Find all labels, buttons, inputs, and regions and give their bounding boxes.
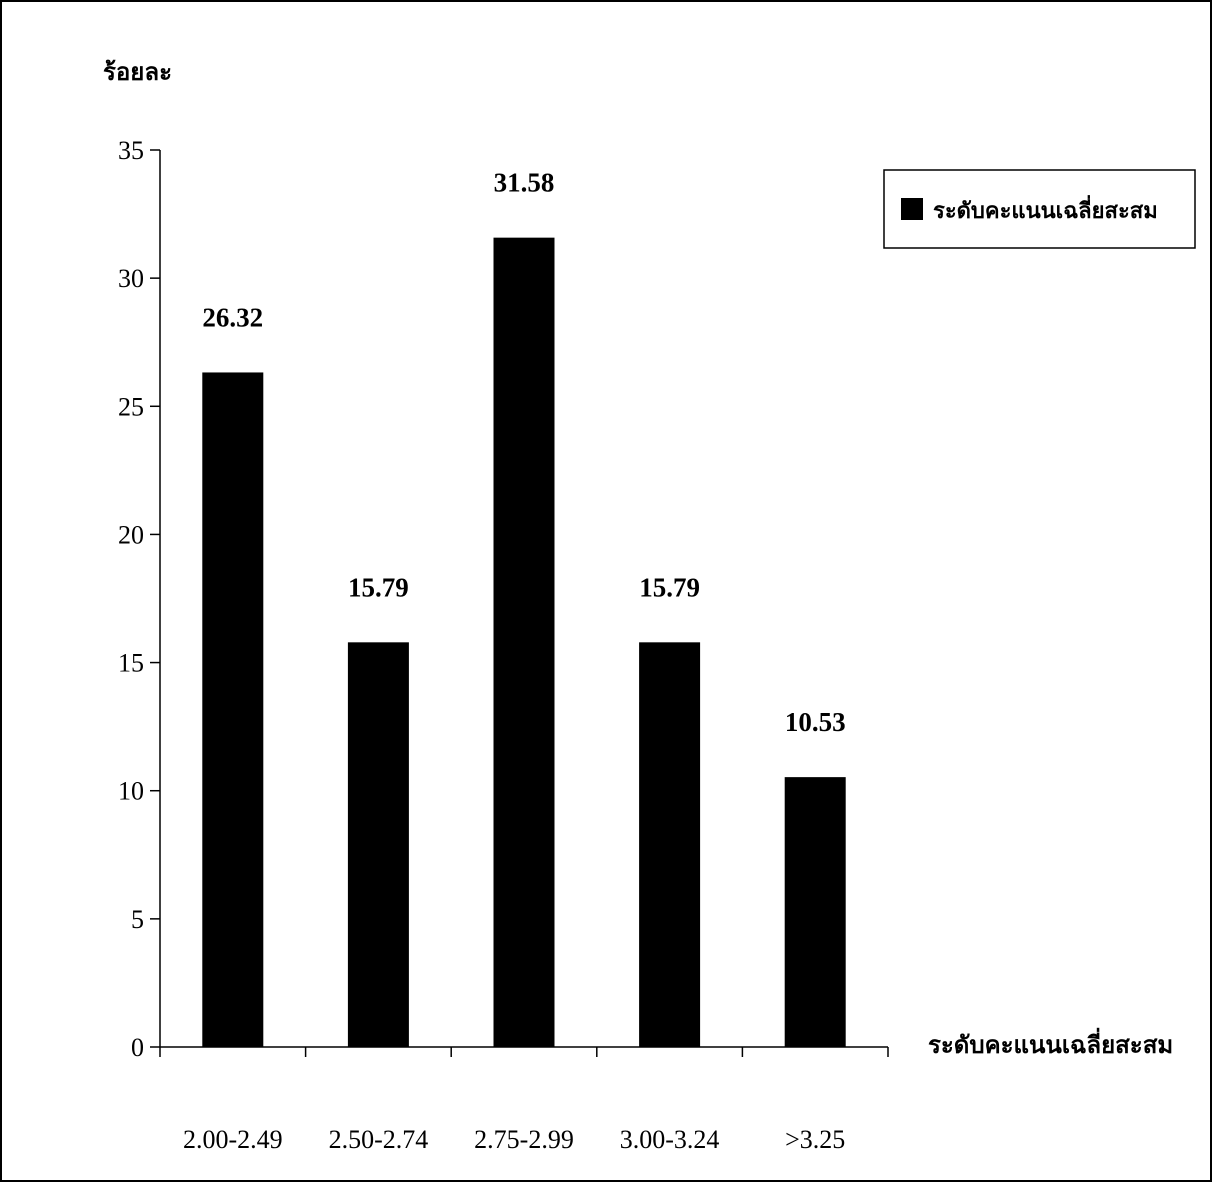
legend-label: ระดับคะแนนเฉลี่ยสะสม — [933, 194, 1158, 224]
x-axis-title: ระดับคะแนนเฉลี่ยสะสม — [928, 1027, 1173, 1059]
bar — [347, 642, 409, 1047]
x-tick-label: 3.00-3.24 — [620, 1125, 720, 1154]
data-labels: 26.32 15.79 31.58 15.79 10.53 — [202, 168, 845, 737]
bar — [493, 237, 555, 1047]
y-axis-title: ร้อยละ — [103, 58, 172, 86]
bar-value-label: 15.79 — [348, 572, 409, 602]
legend-box — [883, 169, 1196, 249]
bar-value-label: 15.79 — [639, 572, 700, 602]
bar-value-label: 10.53 — [785, 707, 846, 737]
x-tick-label: 2.75-2.99 — [474, 1125, 574, 1154]
x-tick-label: 2.50-2.74 — [329, 1125, 429, 1154]
y-tick-label: 20 — [118, 520, 144, 549]
legend-swatch — [901, 198, 923, 220]
bar — [784, 777, 846, 1047]
legend: ระดับคะแนนเฉลี่ยสะสม — [883, 169, 1196, 249]
y-tick-label: 25 — [118, 392, 144, 421]
y-tick-label: 30 — [118, 264, 144, 293]
bar — [202, 372, 264, 1047]
bar-value-label: 26.32 — [202, 302, 263, 332]
y-tick-label: 0 — [131, 1033, 144, 1062]
y-tick-label: 5 — [131, 905, 144, 934]
y-axis: 0 5 10 15 20 25 30 35 — [118, 136, 161, 1062]
x-tick-label: >3.25 — [785, 1125, 845, 1154]
bar-value-label: 31.58 — [494, 168, 555, 198]
y-tick-label: 10 — [118, 777, 144, 806]
x-tick-label: 2.00-2.49 — [183, 1125, 283, 1154]
y-tick-label: 15 — [118, 649, 144, 678]
bars — [202, 237, 846, 1047]
bar — [639, 642, 701, 1047]
x-axis: 2.00-2.49 2.50-2.74 2.75-2.99 3.00-3.24 >3.2… — [159, 1046, 889, 1154]
y-tick-label: 35 — [118, 136, 144, 165]
